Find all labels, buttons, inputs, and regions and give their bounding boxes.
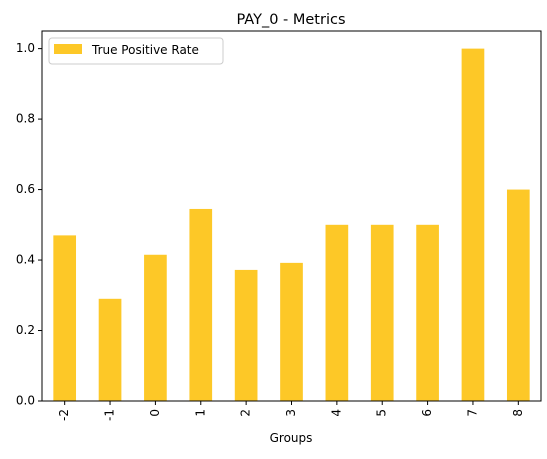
bar--1	[98, 298, 122, 401]
legend: True Positive Rate	[48, 37, 224, 65]
y-tick-label: 0.4	[16, 253, 35, 267]
y-axis-ticks: 0.0 0.2 0.4 0.6 0.8 1.0	[16, 41, 42, 408]
x-tick-label: -2	[57, 409, 71, 421]
x-tick-label: 3	[284, 409, 298, 417]
x-tick-label: 1	[193, 409, 207, 417]
x-axis-label: Groups	[270, 431, 313, 445]
x-tick-label: -1	[103, 409, 117, 421]
y-tick-label: 1.0	[16, 41, 35, 55]
x-tick-label: 0	[148, 409, 162, 417]
bar-4	[325, 224, 349, 401]
chart-title: PAY_0 - Metrics	[236, 12, 345, 28]
plot-frame	[41, 30, 542, 402]
bar--2	[53, 235, 77, 401]
bar-6	[416, 224, 439, 401]
y-tick-label: 0.8	[16, 112, 35, 126]
bar-3	[280, 262, 303, 401]
bar-2	[234, 269, 258, 401]
bar-8	[506, 189, 530, 401]
x-tick-label: 2	[239, 409, 253, 417]
legend-swatch	[54, 44, 82, 54]
bar-1	[189, 208, 213, 401]
y-tick-label: 0.2	[16, 323, 35, 337]
x-axis-ticks: -2 -1 0 1 2 3 4 5 6 7 8	[57, 401, 525, 421]
y-tick-label: 0.0	[16, 394, 35, 408]
legend-box	[48, 37, 224, 65]
x-tick-label: 6	[420, 409, 434, 417]
bars-group	[53, 48, 530, 401]
x-tick-label: 7	[465, 409, 479, 417]
x-tick-label: 5	[375, 409, 389, 417]
legend-label: True Positive Rate	[91, 43, 199, 57]
bar-0	[144, 254, 167, 401]
bar-7	[461, 48, 485, 401]
y-tick-label: 0.6	[16, 182, 35, 196]
x-tick-label: 8	[511, 409, 525, 417]
bar-5	[370, 224, 394, 401]
x-tick-label: 4	[329, 409, 343, 417]
